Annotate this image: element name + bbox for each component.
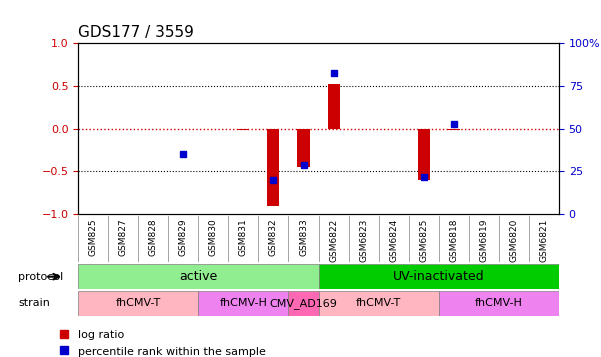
Bar	[237, 129, 249, 130]
Bar	[267, 129, 279, 206]
Text: GSM6822: GSM6822	[329, 218, 338, 262]
Text: GSM833: GSM833	[299, 218, 308, 256]
Text: GSM825: GSM825	[89, 218, 97, 256]
Bar	[439, 291, 559, 316]
Text: GSM832: GSM832	[269, 218, 278, 256]
Text: GSM6823: GSM6823	[359, 218, 368, 262]
Text: strain: strain	[18, 298, 50, 308]
Text: GSM828: GSM828	[149, 218, 157, 256]
Text: GSM6821: GSM6821	[540, 218, 548, 262]
Bar	[297, 129, 310, 167]
Text: protocol: protocol	[18, 272, 63, 282]
Bar	[78, 264, 319, 289]
Text: GSM6824: GSM6824	[389, 218, 398, 262]
Text: GDS177 / 3559: GDS177 / 3559	[78, 25, 194, 40]
Bar	[319, 291, 439, 316]
Bar	[448, 129, 460, 130]
Bar	[288, 291, 319, 316]
Bar	[418, 129, 430, 180]
Text: GSM830: GSM830	[209, 218, 218, 256]
Text: GSM827: GSM827	[119, 218, 127, 256]
Text: CMV_AD169: CMV_AD169	[270, 298, 337, 309]
Text: UV-inactivated: UV-inactivated	[393, 270, 484, 283]
Text: GSM6820: GSM6820	[510, 218, 518, 262]
Legend: log ratio, percentile rank within the sample: log ratio, percentile rank within the sa…	[53, 325, 270, 357]
Text: GSM6819: GSM6819	[480, 218, 488, 262]
Text: fhCMV-H: fhCMV-H	[219, 298, 267, 308]
Text: fhCMV-T: fhCMV-T	[115, 298, 161, 308]
Text: GSM6818: GSM6818	[450, 218, 458, 262]
Bar	[78, 291, 198, 316]
Bar	[328, 84, 340, 129]
Text: fhCMV-T: fhCMV-T	[356, 298, 401, 308]
Text: active: active	[179, 270, 218, 283]
Text: GSM829: GSM829	[179, 218, 188, 256]
Text: GSM831: GSM831	[239, 218, 248, 256]
Text: fhCMV-H: fhCMV-H	[475, 298, 523, 308]
Bar	[319, 264, 559, 289]
Text: GSM6825: GSM6825	[419, 218, 428, 262]
Bar	[198, 291, 288, 316]
